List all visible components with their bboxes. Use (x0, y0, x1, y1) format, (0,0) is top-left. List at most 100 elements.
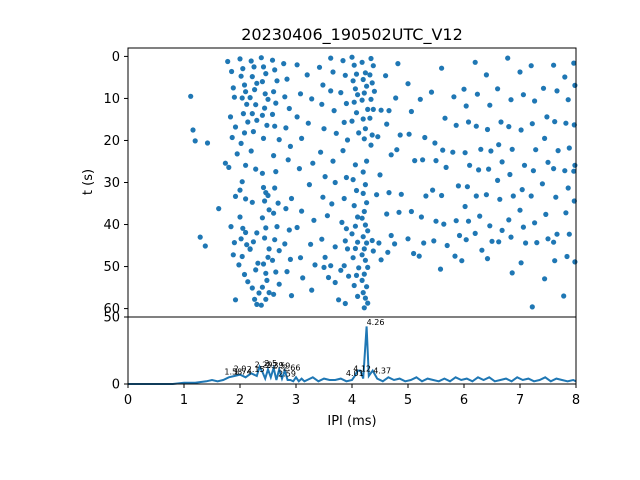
raster-point (238, 73, 244, 79)
raster-point (361, 246, 367, 252)
peak-annotation: 1.74 (234, 368, 252, 377)
raster-point (432, 140, 438, 146)
raster-point (342, 72, 348, 78)
raster-point (566, 231, 572, 237)
histogram-x-tick-label: 6 (460, 393, 468, 408)
raster-point (240, 225, 246, 231)
raster-point (222, 160, 228, 166)
histogram-line (128, 326, 577, 385)
raster-point (254, 301, 260, 307)
peak-annotation: 4.01 (346, 369, 364, 378)
raster-point (266, 290, 272, 296)
raster-point (309, 96, 315, 102)
peak-annotation: 2.29 (255, 360, 273, 369)
raster-point (393, 95, 399, 101)
raster-point (297, 91, 304, 97)
raster-point (520, 92, 527, 98)
raster-point (421, 240, 427, 246)
raster-point (249, 199, 255, 205)
raster-point (360, 116, 366, 122)
raster-point (509, 146, 515, 152)
raster-point (344, 246, 351, 252)
raster-point (227, 114, 234, 120)
raster-point (251, 64, 257, 70)
raster-point (378, 257, 384, 263)
raster-point (356, 130, 362, 136)
raster-point (442, 115, 448, 121)
raster-point (271, 153, 277, 159)
raster-point (364, 83, 370, 89)
raster-point (333, 130, 339, 136)
raster-point (368, 55, 374, 62)
raster-point (259, 170, 265, 176)
raster-point (341, 195, 347, 202)
raster-point (241, 271, 248, 278)
raster-point (322, 174, 328, 180)
raster-point (271, 291, 277, 297)
raster-point (562, 74, 568, 80)
raster-point (365, 106, 371, 112)
raster-point (353, 71, 360, 77)
raster-point (259, 215, 265, 221)
raster-point (356, 265, 362, 271)
raster-point (311, 217, 317, 223)
raster-point (408, 108, 414, 115)
raster-point (256, 290, 262, 296)
peak-annotation: 2.15 (247, 365, 265, 374)
raster-point (234, 151, 240, 157)
raster-point (497, 196, 503, 202)
raster-point (440, 147, 446, 153)
raster-point (571, 168, 577, 174)
raster-point (423, 193, 429, 199)
raster-point (283, 125, 289, 131)
raster-point (243, 89, 249, 95)
raster-point (355, 239, 361, 245)
raster-point (238, 140, 244, 146)
raster-point (362, 126, 368, 132)
raster-point (351, 62, 357, 68)
raster-point (551, 166, 557, 172)
raster-point (272, 67, 278, 73)
raster-point (288, 195, 295, 202)
raster-point (361, 90, 367, 96)
raster-point (392, 241, 398, 247)
histogram-x-tick-label: 5 (404, 393, 412, 408)
raster-point (325, 274, 332, 281)
raster-point (473, 123, 479, 129)
raster-point (254, 80, 260, 86)
raster-point (305, 120, 311, 126)
raster-point (364, 200, 370, 206)
peak-annotation: 4.37 (373, 366, 391, 375)
raster-point (239, 95, 245, 101)
raster-point (398, 191, 404, 197)
raster-point (276, 281, 282, 287)
raster-point (274, 78, 280, 84)
raster-point (250, 239, 256, 245)
raster-point (353, 272, 360, 278)
raster-point (286, 227, 292, 233)
raster-point (319, 101, 325, 107)
raster-point (330, 69, 336, 75)
raster-point (486, 166, 492, 172)
raster-point (304, 72, 310, 78)
raster-point (265, 192, 271, 199)
raster-point (232, 193, 239, 199)
raster-point (506, 217, 512, 223)
raster-point (320, 82, 326, 88)
raster-point (232, 124, 239, 130)
raster-point (308, 241, 314, 247)
raster-point (369, 237, 375, 244)
raster-point (202, 243, 208, 249)
raster-point (239, 179, 245, 185)
raster-point (332, 179, 338, 186)
peak-annotation: 2.59 (272, 362, 290, 371)
raster-point (362, 257, 368, 263)
raster-point (352, 162, 358, 168)
raster-point (361, 136, 367, 142)
histogram-frame (127, 316, 577, 385)
raster-point (411, 250, 417, 257)
raster-point (517, 207, 523, 213)
raster-point (507, 171, 513, 178)
raster-point (489, 238, 495, 244)
